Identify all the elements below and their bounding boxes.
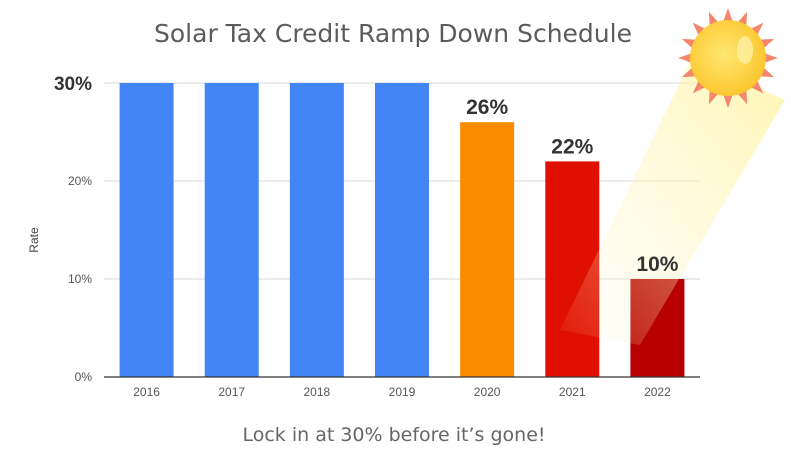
bar	[375, 83, 429, 377]
sun-ray	[749, 79, 764, 94]
x-tick-labels: 2016 2017 2018 2019 2020 2021 2022	[133, 385, 671, 399]
sun-ray	[722, 93, 734, 108]
chart-title: Solar Tax Credit Ramp Down Schedule	[154, 19, 632, 48]
bar	[460, 122, 515, 377]
data-label: 10%	[636, 253, 678, 276]
x-tick-label: 2016	[133, 385, 160, 399]
x-tick-label: 2021	[559, 385, 586, 399]
x-tick-label: 2018	[304, 385, 331, 399]
sun-disc	[690, 20, 766, 96]
sun-beam	[560, 58, 785, 345]
bar	[289, 83, 344, 377]
y-tick-label: 0%	[75, 370, 93, 384]
y-tick-labels: 0% 10% 20% 30%	[54, 74, 92, 384]
y-tick-label: 20%	[68, 174, 92, 188]
bar	[119, 83, 174, 377]
data-label: 22%	[551, 135, 593, 158]
sun-ray	[763, 52, 778, 64]
caption: Lock in at 30% before it’s gone!	[242, 424, 545, 446]
y-tick-label: 10%	[68, 272, 92, 286]
sun-ray	[692, 22, 707, 37]
sun-ray	[692, 79, 707, 94]
sun-ray	[678, 52, 693, 64]
x-tick-label: 2019	[389, 385, 416, 399]
data-labels: 26% 22% 10%	[466, 96, 679, 276]
sun-highlight	[737, 36, 753, 64]
data-label: 26%	[466, 96, 508, 119]
sun-ray	[749, 22, 764, 37]
sun-ray	[722, 8, 734, 23]
y-axis-label: Rate	[27, 227, 41, 253]
x-tick-label: 2020	[474, 385, 501, 399]
y-tick-label: 30%	[54, 74, 92, 95]
bars	[119, 83, 685, 377]
sun-icon	[560, 8, 785, 345]
x-tick-label: 2022	[644, 385, 671, 399]
x-tick-label: 2017	[218, 385, 245, 399]
bar	[204, 83, 259, 377]
